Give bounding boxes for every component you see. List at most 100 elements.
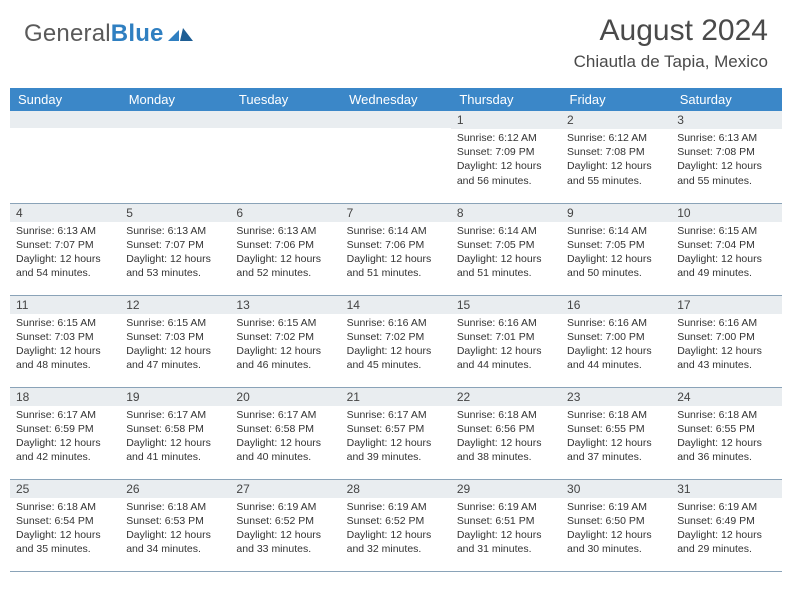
brand-logo: GeneralBlue [24, 20, 194, 48]
sunset-text: Sunset: 7:00 PM [567, 330, 665, 344]
calendar-week-row: 4Sunrise: 6:13 AMSunset: 7:07 PMDaylight… [10, 203, 782, 295]
sunset-text: Sunset: 6:58 PM [126, 422, 224, 436]
sunset-text: Sunset: 6:55 PM [567, 422, 665, 436]
daylight-text: Daylight: 12 hours and 55 minutes. [567, 159, 665, 187]
calendar-day-cell: 15Sunrise: 6:16 AMSunset: 7:01 PMDayligh… [451, 295, 561, 387]
calendar-day-cell: 4Sunrise: 6:13 AMSunset: 7:07 PMDaylight… [10, 203, 120, 295]
calendar-day-cell: 19Sunrise: 6:17 AMSunset: 6:58 PMDayligh… [120, 387, 230, 479]
day-details: Sunrise: 6:19 AMSunset: 6:51 PMDaylight:… [451, 498, 561, 561]
day-number: 3 [671, 111, 781, 129]
day-number: 29 [451, 480, 561, 498]
day-number: 28 [341, 480, 451, 498]
daylight-text: Daylight: 12 hours and 46 minutes. [236, 344, 334, 372]
day-number: 6 [230, 204, 340, 222]
calendar-day-cell: 18Sunrise: 6:17 AMSunset: 6:59 PMDayligh… [10, 387, 120, 479]
day-number [10, 111, 120, 128]
day-details: Sunrise: 6:16 AMSunset: 7:01 PMDaylight:… [451, 314, 561, 377]
sunrise-text: Sunrise: 6:12 AM [567, 131, 665, 145]
sunrise-text: Sunrise: 6:18 AM [126, 500, 224, 514]
sunrise-text: Sunrise: 6:19 AM [236, 500, 334, 514]
sunset-text: Sunset: 7:02 PM [236, 330, 334, 344]
calendar-day-cell: 2Sunrise: 6:12 AMSunset: 7:08 PMDaylight… [561, 111, 671, 203]
sunset-text: Sunset: 7:05 PM [457, 238, 555, 252]
daylight-text: Daylight: 12 hours and 52 minutes. [236, 252, 334, 280]
day-number: 14 [341, 296, 451, 314]
calendar-day-cell: 12Sunrise: 6:15 AMSunset: 7:03 PMDayligh… [120, 295, 230, 387]
daylight-text: Daylight: 12 hours and 47 minutes. [126, 344, 224, 372]
sunset-text: Sunset: 7:08 PM [677, 145, 775, 159]
daylight-text: Daylight: 12 hours and 49 minutes. [677, 252, 775, 280]
day-number: 16 [561, 296, 671, 314]
calendar-day-cell: 28Sunrise: 6:19 AMSunset: 6:52 PMDayligh… [341, 479, 451, 571]
day-number: 20 [230, 388, 340, 406]
sunset-text: Sunset: 7:07 PM [16, 238, 114, 252]
calendar-week-row: 1Sunrise: 6:12 AMSunset: 7:09 PMDaylight… [10, 111, 782, 203]
sunset-text: Sunset: 7:06 PM [347, 238, 445, 252]
sunrise-text: Sunrise: 6:18 AM [677, 408, 775, 422]
calendar-day-cell: 24Sunrise: 6:18 AMSunset: 6:55 PMDayligh… [671, 387, 781, 479]
day-details: Sunrise: 6:15 AMSunset: 7:02 PMDaylight:… [230, 314, 340, 377]
sunset-text: Sunset: 6:59 PM [16, 422, 114, 436]
calendar-day-cell: 5Sunrise: 6:13 AMSunset: 7:07 PMDaylight… [120, 203, 230, 295]
weekday-header: Wednesday [341, 88, 451, 111]
sunrise-text: Sunrise: 6:19 AM [567, 500, 665, 514]
calendar-day-cell: 17Sunrise: 6:16 AMSunset: 7:00 PMDayligh… [671, 295, 781, 387]
day-number: 26 [120, 480, 230, 498]
brand-mark-icon [168, 24, 194, 47]
sunset-text: Sunset: 7:09 PM [457, 145, 555, 159]
calendar-day-cell: 16Sunrise: 6:16 AMSunset: 7:00 PMDayligh… [561, 295, 671, 387]
sunrise-text: Sunrise: 6:15 AM [236, 316, 334, 330]
sunset-text: Sunset: 7:03 PM [126, 330, 224, 344]
title-block: August 2024 Chiautla de Tapia, Mexico [574, 14, 768, 72]
calendar-day-cell: 13Sunrise: 6:15 AMSunset: 7:02 PMDayligh… [230, 295, 340, 387]
day-number: 27 [230, 480, 340, 498]
sunset-text: Sunset: 7:06 PM [236, 238, 334, 252]
day-details: Sunrise: 6:15 AMSunset: 7:04 PMDaylight:… [671, 222, 781, 285]
calendar-table: SundayMondayTuesdayWednesdayThursdayFrid… [10, 88, 782, 572]
calendar-day-cell: 9Sunrise: 6:14 AMSunset: 7:05 PMDaylight… [561, 203, 671, 295]
sunrise-text: Sunrise: 6:14 AM [457, 224, 555, 238]
sunrise-text: Sunrise: 6:19 AM [677, 500, 775, 514]
daylight-text: Daylight: 12 hours and 35 minutes. [16, 528, 114, 556]
daylight-text: Daylight: 12 hours and 43 minutes. [677, 344, 775, 372]
sunset-text: Sunset: 7:01 PM [457, 330, 555, 344]
sunrise-text: Sunrise: 6:14 AM [567, 224, 665, 238]
sunset-text: Sunset: 7:00 PM [677, 330, 775, 344]
day-details: Sunrise: 6:16 AMSunset: 7:02 PMDaylight:… [341, 314, 451, 377]
day-number: 15 [451, 296, 561, 314]
sunrise-text: Sunrise: 6:17 AM [16, 408, 114, 422]
calendar-day-cell: 6Sunrise: 6:13 AMSunset: 7:06 PMDaylight… [230, 203, 340, 295]
brand-text-part2: Blue [111, 20, 164, 48]
calendar-header-row: SundayMondayTuesdayWednesdayThursdayFrid… [10, 88, 782, 111]
sunset-text: Sunset: 7:02 PM [347, 330, 445, 344]
day-details [341, 128, 451, 134]
calendar-week-row: 11Sunrise: 6:15 AMSunset: 7:03 PMDayligh… [10, 295, 782, 387]
month-title: August 2024 [574, 14, 768, 48]
sunrise-text: Sunrise: 6:13 AM [677, 131, 775, 145]
sunrise-text: Sunrise: 6:15 AM [126, 316, 224, 330]
daylight-text: Daylight: 12 hours and 32 minutes. [347, 528, 445, 556]
day-number: 17 [671, 296, 781, 314]
daylight-text: Daylight: 12 hours and 42 minutes. [16, 436, 114, 464]
brand-text-part1: General [24, 20, 111, 48]
daylight-text: Daylight: 12 hours and 44 minutes. [567, 344, 665, 372]
day-details [230, 128, 340, 134]
daylight-text: Daylight: 12 hours and 56 minutes. [457, 159, 555, 187]
sunrise-text: Sunrise: 6:15 AM [677, 224, 775, 238]
daylight-text: Daylight: 12 hours and 39 minutes. [347, 436, 445, 464]
sunrise-text: Sunrise: 6:18 AM [16, 500, 114, 514]
sunset-text: Sunset: 6:49 PM [677, 514, 775, 528]
day-details: Sunrise: 6:14 AMSunset: 7:05 PMDaylight:… [451, 222, 561, 285]
day-number: 11 [10, 296, 120, 314]
daylight-text: Daylight: 12 hours and 30 minutes. [567, 528, 665, 556]
sunrise-text: Sunrise: 6:18 AM [567, 408, 665, 422]
sunset-text: Sunset: 6:54 PM [16, 514, 114, 528]
weekday-header: Monday [120, 88, 230, 111]
sunrise-text: Sunrise: 6:14 AM [347, 224, 445, 238]
calendar-day-cell: 7Sunrise: 6:14 AMSunset: 7:06 PMDaylight… [341, 203, 451, 295]
calendar-day-cell: 31Sunrise: 6:19 AMSunset: 6:49 PMDayligh… [671, 479, 781, 571]
day-details: Sunrise: 6:17 AMSunset: 6:59 PMDaylight:… [10, 406, 120, 469]
sunset-text: Sunset: 7:07 PM [126, 238, 224, 252]
day-details: Sunrise: 6:15 AMSunset: 7:03 PMDaylight:… [10, 314, 120, 377]
weekday-header: Tuesday [230, 88, 340, 111]
